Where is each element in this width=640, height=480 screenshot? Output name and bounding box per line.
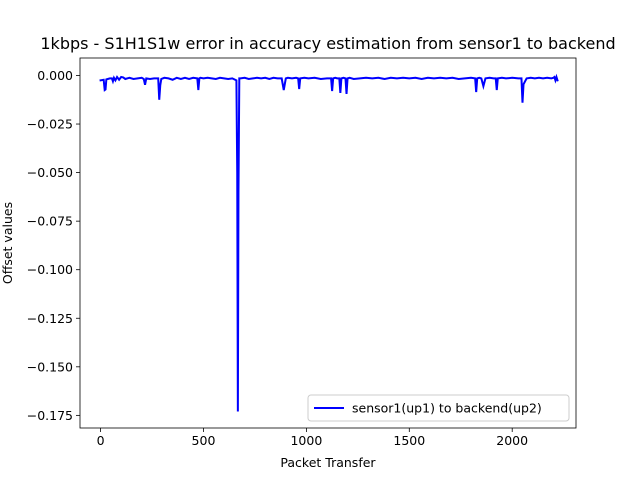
series-layer: [99, 73, 559, 412]
y-axis-ticks: 0.000 −0.025 −0.050 −0.075 −0.100 −0.125 −0.15…: [27, 68, 80, 423]
series-line-0: [99, 73, 559, 412]
y-tick-label: −0.175: [27, 408, 73, 423]
x-tick-label: 1000: [290, 433, 322, 448]
y-tick-label: −0.125: [27, 311, 73, 326]
x-tick-label: 2000: [496, 433, 528, 448]
plot-area: [80, 58, 576, 428]
legend-box: [307, 394, 570, 422]
y-tick-label: −0.025: [27, 117, 73, 132]
x-tick-label: 1500: [393, 433, 425, 448]
y-tick-label: −0.050: [27, 165, 73, 180]
legend: sensor1(up1) to backend(up2): [307, 394, 570, 422]
x-axis-ticks: 0 500 1000 1500 2000: [97, 428, 528, 448]
x-axis-label: Packet Transfer: [280, 455, 376, 470]
x-tick-label: 0: [97, 433, 105, 448]
chart-title: 1kbps - S1H1S1w error in accuracy estima…: [40, 34, 615, 53]
y-tick-label: 0.000: [37, 68, 73, 83]
plot-frame: [79, 57, 577, 429]
y-axis-label: Offset values: [0, 202, 15, 284]
x-tick-label: 500: [192, 433, 216, 448]
y-tick-label: −0.100: [27, 262, 73, 277]
y-tick-label: −0.150: [27, 359, 73, 374]
y-tick-label: −0.075: [27, 214, 73, 229]
legend-label: sensor1(up1) to backend(up2): [352, 401, 542, 416]
